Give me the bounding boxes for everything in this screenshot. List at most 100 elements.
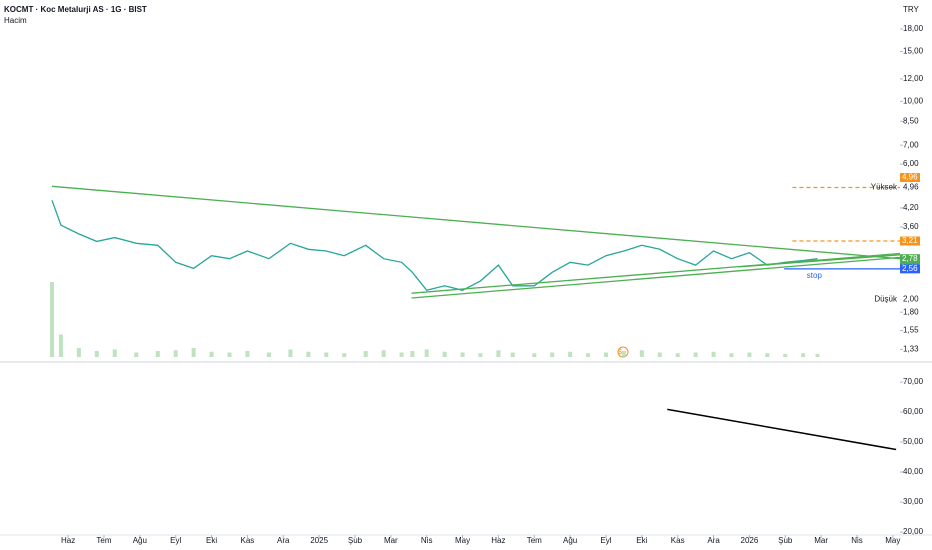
trendline: [411, 252, 901, 294]
volume-bar: [342, 353, 347, 357]
volume-bar: [209, 351, 214, 357]
x-tick-label: Şub: [778, 536, 793, 545]
volume-bar: [711, 351, 716, 357]
x-tick-label: 2025: [310, 536, 328, 545]
stop-label: stop: [807, 271, 823, 280]
y-tick-label: 8,50: [903, 116, 919, 125]
volume-bar: [657, 352, 662, 357]
volume-bar: [532, 353, 537, 357]
volume-bar: [510, 352, 515, 357]
volume-bar: [266, 352, 271, 357]
volume-bar: [49, 282, 54, 357]
x-tick-label: Eki: [206, 536, 217, 545]
y-tick-label: 40,00: [903, 467, 924, 476]
price-label-box: [900, 173, 920, 183]
volume-bar: [424, 349, 429, 357]
volume-bar: [134, 352, 139, 357]
high-label: Yüksek: [871, 183, 898, 192]
volume-bar: [765, 353, 770, 357]
volume-bar: [783, 354, 788, 357]
volume-bar: [245, 351, 250, 357]
x-tick-label: Eki: [636, 536, 647, 545]
price-line: [51, 200, 818, 292]
trendline: [738, 254, 901, 268]
x-tick-label: May: [885, 536, 900, 545]
y-tick-label: 1,80: [903, 307, 919, 316]
price-label: 2,56: [902, 264, 918, 273]
volume-bar: [568, 351, 573, 357]
y-tick-label: 60,00: [903, 407, 924, 416]
volume-bar: [191, 348, 196, 357]
volume-bar: [324, 352, 329, 357]
x-tick-label: Mar: [814, 536, 828, 545]
y-tick-label: 4,20: [903, 203, 919, 212]
volume-bar: [112, 349, 117, 357]
price-label: 4,96: [902, 173, 918, 182]
volume-bar: [288, 349, 293, 357]
y-tick-label: 3,60: [903, 222, 919, 231]
volume-bar: [460, 352, 465, 357]
volume-bar: [621, 351, 626, 357]
volume-bar: [729, 353, 734, 357]
price-label: 3,21: [902, 236, 918, 245]
x-tick-label: Tem: [527, 536, 542, 545]
volume-bar: [363, 351, 368, 357]
x-tick-label: Mar: [384, 536, 398, 545]
volume-bar: [58, 334, 63, 357]
y-tick-label: 1,33: [903, 344, 919, 353]
volume-bar: [442, 351, 447, 357]
y-tick-label: 20,00: [903, 527, 924, 536]
y-tick-label: 30,00: [903, 497, 924, 506]
indicator-line: [667, 408, 897, 451]
volume-bar: [155, 351, 160, 357]
volume-bar: [639, 350, 644, 357]
dividend-icon[interactable]: $: [618, 349, 622, 356]
trendline: [51, 185, 901, 260]
y-tick-label: 50,00: [903, 437, 924, 446]
x-tick-label: Eyl: [600, 536, 611, 545]
x-tick-label: Kas: [241, 536, 255, 545]
volume-bar: [76, 348, 81, 357]
x-tick-label: Tem: [96, 536, 111, 545]
volume-bar: [815, 354, 820, 357]
y-tick-label: 10,00: [903, 96, 924, 105]
y-tick-label: 1,55: [903, 326, 919, 335]
x-tick-label: May: [455, 536, 470, 545]
price-label: 2,78: [902, 254, 918, 263]
x-tick-label: 2026: [741, 536, 759, 545]
x-tick-label: Ağu: [133, 536, 147, 545]
volume-bar: [496, 350, 501, 357]
volume-bar: [227, 352, 232, 357]
x-tick-label: Haz: [61, 536, 75, 545]
currency: TRY: [903, 5, 920, 14]
volume-bar: [478, 353, 483, 357]
y-tick-label: 70,00: [903, 377, 924, 386]
x-tick-label: Şub: [348, 536, 363, 545]
x-tick-label: Ara: [707, 536, 720, 545]
volume-bar: [586, 353, 591, 357]
volume-bar: [410, 351, 415, 357]
price-label-box: [900, 236, 920, 246]
chart-title: KOCMT · Koc Metalurji AS · 1G · BIST: [4, 5, 147, 14]
volume-bar: [603, 352, 608, 357]
x-tick-label: Kas: [671, 536, 685, 545]
volume-bar: [381, 350, 386, 357]
x-tick-label: Haz: [491, 536, 505, 545]
volume-bar: [693, 352, 698, 357]
y-tick-label: 6,00: [903, 159, 919, 168]
y-tick-label: 7,00: [903, 140, 919, 149]
price-label-box: [900, 264, 920, 274]
low-value: 2,00: [903, 294, 919, 303]
y-tick-label: 12,00: [903, 74, 924, 83]
volume-bar: [306, 351, 311, 357]
volume-bar: [399, 352, 404, 357]
volume-bar: [747, 352, 752, 357]
volume-bar: [801, 353, 806, 357]
volume-bar: [550, 352, 555, 357]
volume-label: Hacim: [4, 16, 27, 25]
y-tick-label: 15,00: [903, 47, 924, 56]
low-label: Düşük: [874, 294, 898, 303]
volume-bar: [173, 350, 178, 357]
